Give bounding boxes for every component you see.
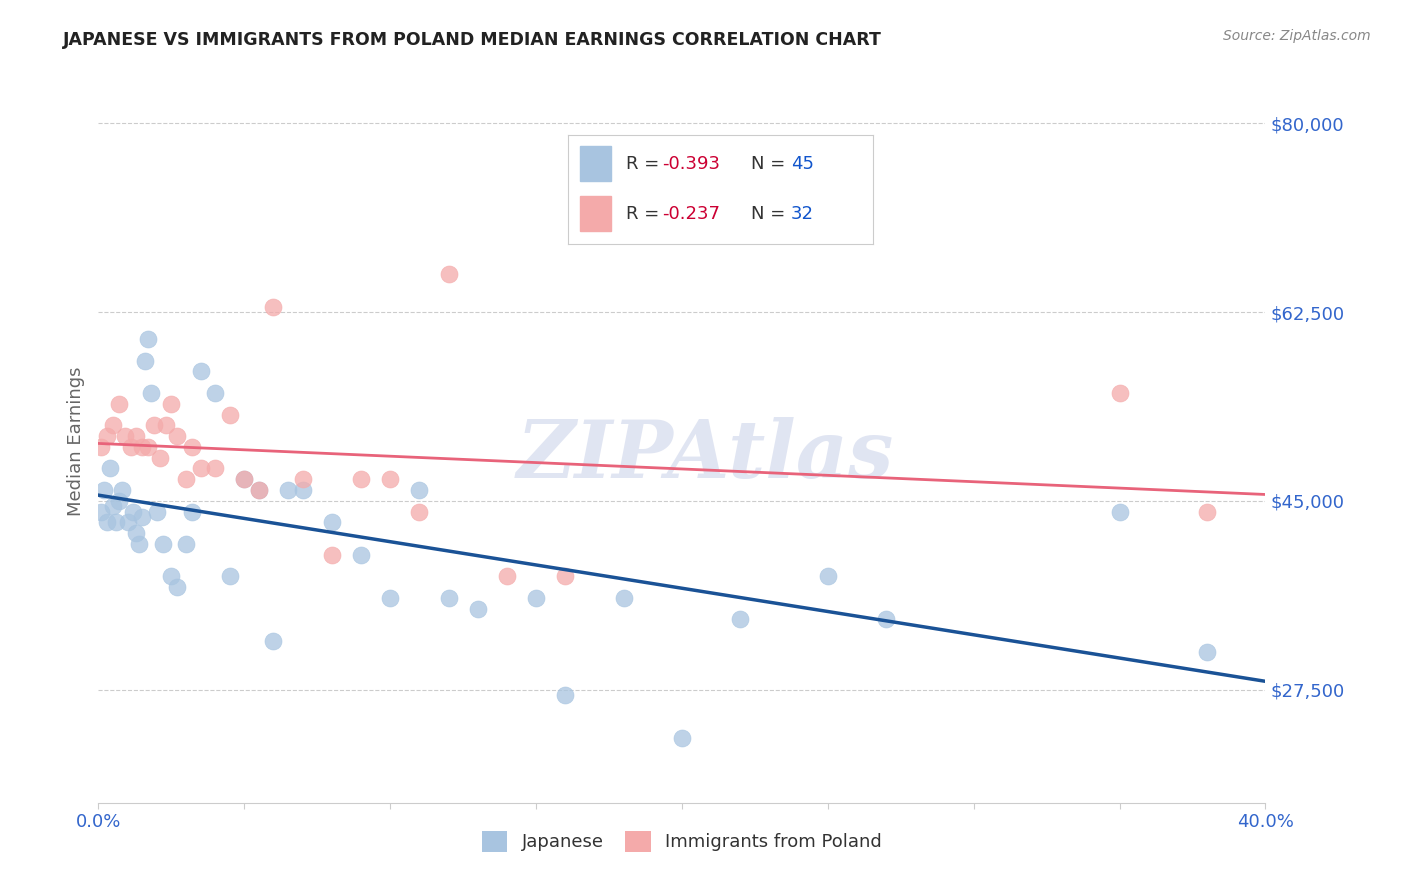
Point (247, 483, 270, 497)
Point (180, 505, 202, 519)
Point (875, 612, 897, 626)
Point (136, 440, 159, 454)
Point (180, 440, 202, 454)
Point (108, 493, 131, 508)
Point (277, 483, 299, 497)
Text: R =: R = (626, 204, 665, 223)
Point (117, 516, 139, 530)
Point (131, 440, 153, 454)
Point (149, 450, 172, 465)
Point (350, 548, 373, 562)
Point (408, 505, 430, 519)
Point (730, 612, 752, 626)
Text: 32: 32 (790, 204, 814, 223)
Point (155, 418, 177, 433)
Text: ZIPAtlas: ZIPAtlas (516, 417, 894, 495)
Point (437, 268, 460, 282)
Point (496, 569, 519, 583)
Point (612, 591, 634, 605)
Point (554, 569, 576, 583)
Point (174, 537, 197, 551)
Point (380, 472, 402, 486)
Point (817, 569, 839, 583)
Text: N =: N = (751, 155, 792, 173)
Text: 45: 45 (790, 155, 814, 173)
Point (671, 731, 693, 745)
Point (131, 510, 153, 524)
Bar (581, 196, 610, 231)
Point (120, 440, 142, 454)
Point (190, 364, 212, 378)
Point (136, 332, 159, 346)
Text: N =: N = (751, 204, 792, 223)
Point (204, 461, 226, 475)
Point (1108, 386, 1130, 401)
Point (554, 688, 576, 702)
Y-axis label: Median Earnings: Median Earnings (66, 367, 84, 516)
Point (101, 418, 124, 433)
Point (437, 591, 460, 605)
Point (96, 516, 118, 530)
Point (111, 483, 134, 497)
Point (233, 472, 256, 486)
Point (128, 537, 150, 551)
Point (108, 397, 131, 411)
Point (142, 418, 165, 433)
Point (166, 429, 188, 443)
Point (321, 516, 343, 530)
Point (1195, 645, 1218, 659)
Point (1108, 505, 1130, 519)
Point (291, 483, 314, 497)
Point (114, 429, 136, 443)
Text: R =: R = (626, 155, 665, 173)
Point (291, 472, 314, 486)
Point (160, 397, 183, 411)
Point (218, 408, 240, 422)
Point (152, 537, 174, 551)
Point (174, 472, 197, 486)
Point (218, 569, 240, 583)
Point (104, 516, 127, 530)
Point (262, 634, 284, 648)
Point (233, 472, 256, 486)
Point (139, 386, 162, 401)
Point (524, 591, 547, 605)
Point (262, 300, 284, 314)
Point (146, 505, 169, 519)
Point (247, 483, 270, 497)
Point (380, 591, 402, 605)
Point (96, 429, 118, 443)
Point (1195, 505, 1218, 519)
Bar (581, 145, 610, 181)
Legend: Japanese, Immigrants from Poland: Japanese, Immigrants from Poland (475, 823, 889, 859)
Text: JAPANESE VS IMMIGRANTS FROM POLAND MEDIAN EARNINGS CORRELATION CHART: JAPANESE VS IMMIGRANTS FROM POLAND MEDIA… (63, 31, 882, 49)
Text: -0.237: -0.237 (662, 204, 721, 223)
Point (321, 548, 343, 562)
Point (90, 505, 112, 519)
Point (98, 461, 121, 475)
Point (166, 580, 188, 594)
Text: Source: ZipAtlas.com: Source: ZipAtlas.com (1223, 29, 1371, 43)
Text: -0.393: -0.393 (662, 155, 721, 173)
Point (467, 601, 489, 615)
Point (190, 461, 212, 475)
Point (408, 483, 430, 497)
Point (125, 526, 148, 541)
Point (134, 353, 156, 368)
Point (350, 472, 373, 486)
Point (160, 569, 183, 583)
Point (93, 483, 115, 497)
Point (90, 440, 112, 454)
Point (122, 505, 145, 519)
Point (101, 500, 124, 514)
Point (204, 386, 226, 401)
Point (125, 429, 148, 443)
